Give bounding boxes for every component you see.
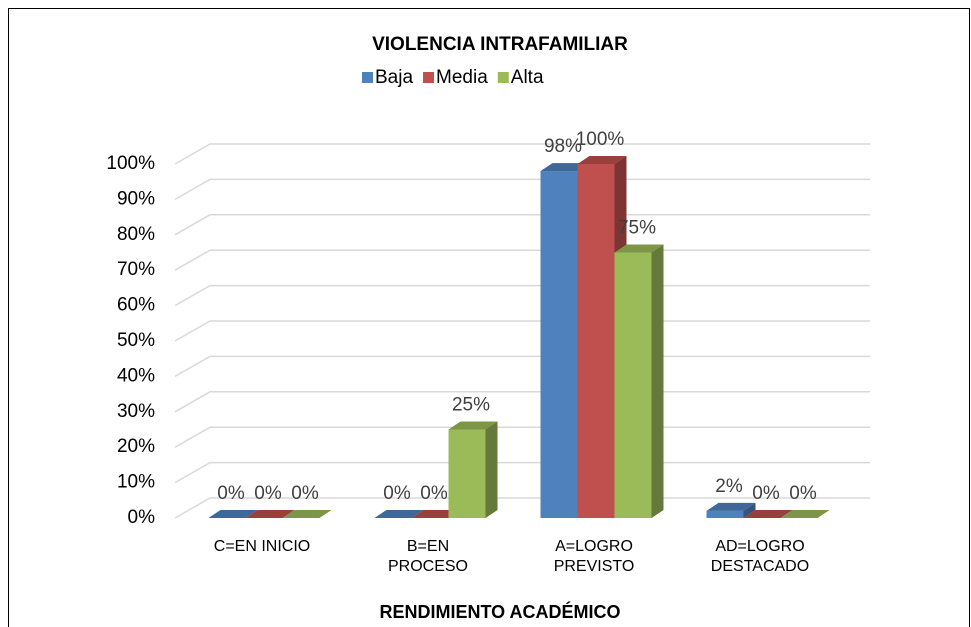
bar-front <box>706 510 744 518</box>
data-label: 0% <box>383 483 411 504</box>
bar <box>706 502 756 518</box>
data-label: 25% <box>452 395 490 416</box>
y-tick-label: 0% <box>128 507 156 528</box>
data-label: 0% <box>291 483 319 504</box>
bar-top <box>245 510 295 518</box>
grid-line <box>174 178 870 201</box>
bar-top <box>540 163 590 172</box>
x-tick-label: AD=LOGRO DESTACADO <box>710 538 810 575</box>
bar-front <box>540 171 578 518</box>
bar <box>614 244 664 518</box>
bar-top-shade <box>374 510 424 518</box>
y-tick-label: 70% <box>117 259 155 280</box>
chart-title: VIOLENCIA INTRAFAMILIAR <box>372 34 628 55</box>
data-label: 0% <box>752 483 780 504</box>
bar-top-shade <box>706 502 756 511</box>
bar <box>743 510 793 518</box>
bar-top-shade <box>743 510 793 518</box>
data-label: 0% <box>217 483 245 504</box>
bar <box>282 510 332 518</box>
legend-swatch <box>423 72 435 83</box>
bar-top <box>208 510 258 518</box>
bar-side-shade <box>651 244 664 518</box>
grid-line <box>174 214 870 236</box>
bar-top-shade <box>282 510 332 518</box>
y-tick-label: 60% <box>117 295 155 316</box>
y-tick-label: 100% <box>106 153 155 174</box>
bar-top <box>577 156 627 164</box>
bar-top-shade <box>208 510 258 518</box>
legend-label: Media <box>436 67 488 88</box>
data-label: 2% <box>715 476 743 497</box>
y-tick-label: 20% <box>117 436 155 457</box>
bar-top-shade <box>411 510 461 518</box>
bar-side <box>651 244 664 518</box>
y-tick-label: 90% <box>117 188 155 209</box>
chart-border <box>8 8 970 627</box>
bar-top <box>743 510 793 518</box>
data-label: 0% <box>420 483 448 504</box>
bar-top <box>374 510 424 518</box>
bar-side <box>743 502 756 518</box>
bar <box>448 421 498 518</box>
bar-top-shade <box>577 156 627 164</box>
y-tick-label: 80% <box>117 224 155 245</box>
bar-top <box>448 421 498 430</box>
bar <box>208 510 258 518</box>
bar <box>411 510 461 518</box>
grid-line <box>174 143 870 165</box>
bar-top <box>780 510 830 518</box>
bar-top <box>282 510 332 518</box>
bar-top <box>706 502 756 511</box>
bar-side <box>485 421 498 518</box>
y-tick-label: 10% <box>117 472 155 493</box>
y-tick-label: 50% <box>117 330 155 351</box>
x-tick-label: C=EN INICIO <box>213 538 311 555</box>
x-tick-label: B=EN PROCESO <box>387 538 468 575</box>
bar-front <box>614 252 652 518</box>
data-label: 98% <box>544 136 582 157</box>
data-label: 75% <box>618 218 656 239</box>
legend-label: Baja <box>375 67 413 88</box>
bar-front <box>577 164 615 518</box>
y-tick-label: 30% <box>117 401 155 422</box>
legend-label: Alta <box>511 67 544 88</box>
data-label: 0% <box>789 483 817 504</box>
bar-top <box>411 510 461 518</box>
y-tick-label: 40% <box>117 365 155 386</box>
bar <box>780 510 830 518</box>
bar <box>374 510 424 518</box>
data-label: 100% <box>576 129 625 150</box>
bar <box>245 510 295 518</box>
bar-front <box>448 429 486 518</box>
x-tick-label: A=LOGRO PREVISTO <box>553 538 635 575</box>
legend-swatch <box>362 72 373 83</box>
bar-side-shade <box>743 502 756 518</box>
bar-top-shade <box>245 510 295 518</box>
bar-top-shade <box>540 163 590 172</box>
data-label: 0% <box>254 483 282 504</box>
bar-top-shade <box>780 510 830 518</box>
legend-swatch <box>497 72 509 83</box>
bar-top <box>614 244 664 253</box>
bar-side-shade <box>485 421 498 518</box>
x-axis-title: RENDIMIENTO ACADÉMICO <box>379 601 620 622</box>
bar-top-shade <box>614 244 664 253</box>
bar-top-shade <box>448 421 498 430</box>
